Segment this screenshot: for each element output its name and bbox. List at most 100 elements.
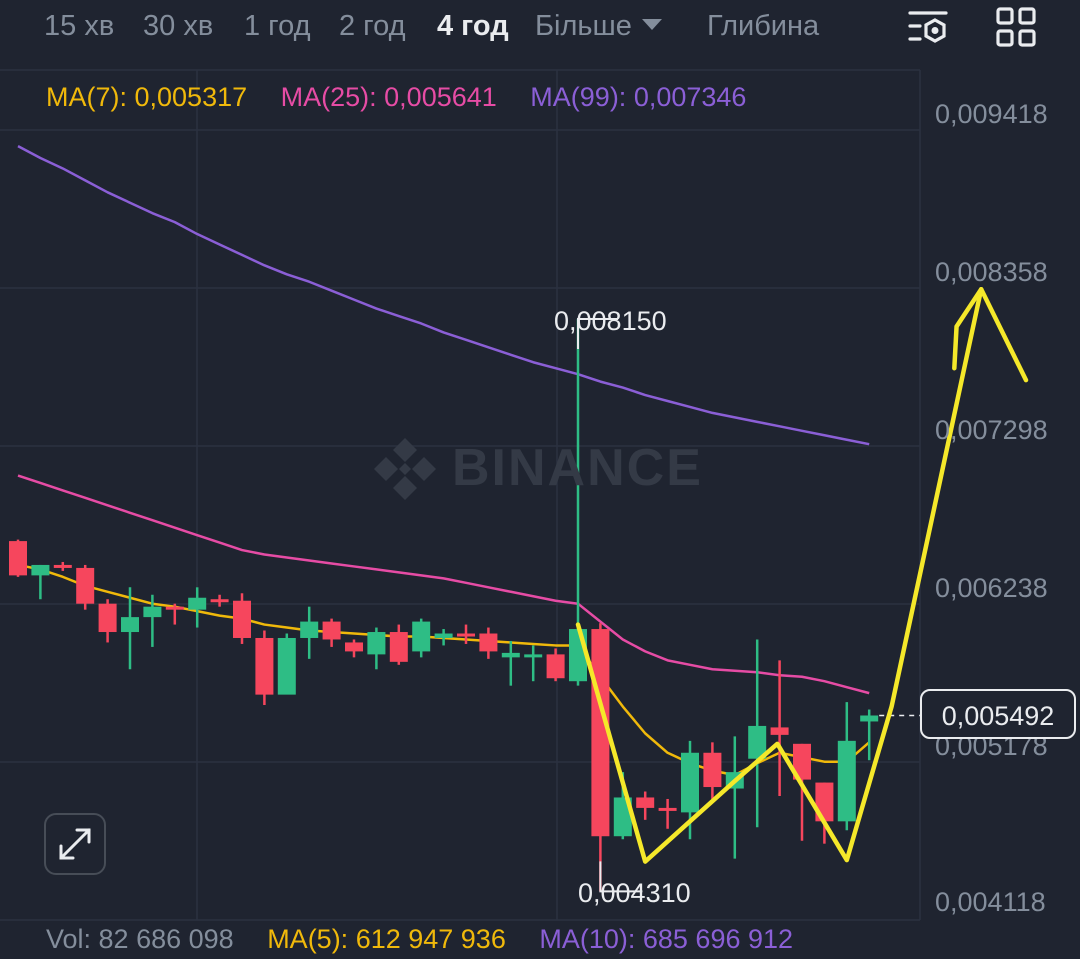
candle-body <box>98 603 117 633</box>
timeframe-2h[interactable]: 2 год <box>339 10 406 42</box>
y-tick-label: 0,006238 <box>935 573 1048 603</box>
volume-legend: Vol: 82 686 098 MA(5): 612 947 936 MA(10… <box>46 924 819 955</box>
candle-body <box>613 797 632 837</box>
candle-up <box>143 594 162 647</box>
high-marker-line <box>577 318 618 350</box>
candle-up <box>524 645 543 682</box>
candle-up <box>31 564 50 600</box>
volume-value: Vol: 82 686 098 <box>46 924 234 954</box>
timeframe-4h[interactable]: 4 год <box>437 10 509 42</box>
candle-body <box>143 606 162 618</box>
candle-down <box>322 618 341 647</box>
candlestick-series <box>9 319 920 892</box>
candle-down <box>546 648 565 682</box>
candle-down <box>53 561 72 571</box>
candle-body <box>322 621 341 640</box>
candle-down <box>255 630 274 706</box>
candle-body <box>121 617 139 633</box>
candle-body <box>546 654 565 679</box>
timeframe-15m[interactable]: 15 хв <box>44 10 115 42</box>
candle-body <box>770 727 789 735</box>
w-pattern-arrow <box>575 286 1029 864</box>
caret-down-icon <box>641 19 662 30</box>
candle-down <box>479 627 498 659</box>
binance-logo-icon <box>374 438 436 500</box>
low-price-label: 0,004310 <box>578 878 691 908</box>
fullscreen-button[interactable] <box>44 813 106 875</box>
candle-body <box>658 807 677 811</box>
candle-body <box>9 541 27 576</box>
timeframe-toolbar: 15 хв 30 хв 1 год 2 год 4 год Більше Гли… <box>0 0 1080 62</box>
candle-body <box>703 752 722 788</box>
ma99-line <box>17 144 870 446</box>
candle-body <box>479 633 498 652</box>
grid-layout-icon[interactable] <box>995 6 1039 50</box>
ma-legend: MA(7): 0,005317 MA(25): 0,005641 MA(99):… <box>46 82 772 113</box>
arrow-head-left <box>952 286 984 371</box>
candle-up <box>121 587 139 670</box>
candle-down <box>389 624 408 665</box>
more-label: Більше <box>535 10 632 42</box>
candle-body <box>345 642 363 652</box>
candle-body <box>31 564 50 576</box>
timeframe-30m[interactable]: 30 хв <box>143 10 214 42</box>
candle-down <box>457 624 475 644</box>
high-price-label: 0,008150 <box>554 306 667 336</box>
candle-down <box>703 742 722 799</box>
candle-body <box>210 599 229 603</box>
candle-down <box>636 791 655 820</box>
candle-body <box>793 743 811 780</box>
candle-up <box>434 629 453 646</box>
candle-up <box>837 702 856 831</box>
chart-settings-icon[interactable] <box>906 6 950 50</box>
candle-down <box>9 539 27 577</box>
ma7-value: MA(7): 0,005317 <box>46 82 248 112</box>
candle-down <box>233 593 251 644</box>
candle-down <box>658 798 677 829</box>
candle-body <box>255 637 274 695</box>
candle-body <box>76 567 95 604</box>
volume-ma5-value: MA(5): 612 947 936 <box>267 924 506 954</box>
ma25-value: MA(25): 0,005641 <box>280 82 497 112</box>
more-dropdown[interactable]: Більше <box>535 10 662 43</box>
candle-body <box>457 633 475 637</box>
candle-down <box>76 564 95 610</box>
candle-body <box>837 740 856 822</box>
candle-body <box>277 637 296 695</box>
candle-body <box>501 652 520 658</box>
candle-down <box>98 599 117 643</box>
y-tick-label: 0,008358 <box>935 257 1048 287</box>
candle-body <box>636 797 655 808</box>
candle-up <box>300 606 319 659</box>
candle-up <box>860 709 879 761</box>
hand-drawn-annotation <box>575 286 1029 864</box>
depth-tab[interactable]: Глибина <box>707 10 820 42</box>
binance-watermark: BINANCE <box>372 438 703 500</box>
candle-body <box>188 597 207 610</box>
candle-up <box>501 640 520 686</box>
candle-down <box>345 639 363 658</box>
candle-up <box>748 639 767 828</box>
candle-body <box>524 654 543 658</box>
candle-up <box>725 736 744 859</box>
watermark-text: BINANCE <box>452 439 703 497</box>
candle-body <box>569 629 587 682</box>
candle-up <box>188 587 207 628</box>
candle-body <box>681 752 699 813</box>
candle-body <box>860 715 879 722</box>
candle-body <box>165 606 184 610</box>
timeframe-1h[interactable]: 1 год <box>244 10 311 42</box>
candle-body <box>434 633 453 638</box>
candle-up <box>412 618 431 658</box>
ma25-line <box>17 474 870 695</box>
candle-up <box>277 633 296 695</box>
candle-down <box>793 743 811 841</box>
low-marker-line <box>599 861 643 893</box>
candle-body <box>412 621 431 652</box>
candle-up <box>367 627 386 670</box>
candle-down <box>770 660 789 796</box>
y-tick-label: 0,004118 <box>935 887 1046 917</box>
candle-down <box>165 603 184 625</box>
extreme-markers <box>577 318 643 893</box>
